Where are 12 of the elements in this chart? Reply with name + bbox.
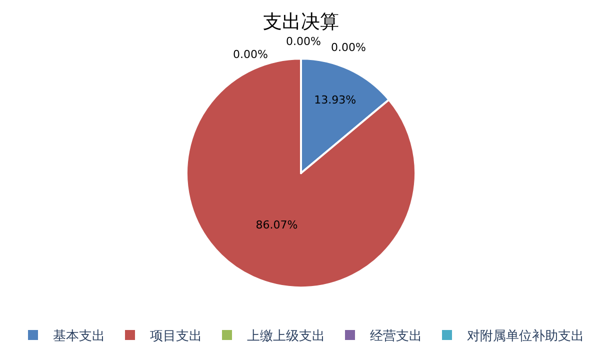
- legend-label: 上缴上级支出: [247, 329, 325, 344]
- chart-title: 支出决算: [263, 10, 339, 33]
- legend-label: 基本支出: [53, 329, 105, 344]
- text: 0.00%: [286, 35, 321, 48]
- legend-label: 项目支出: [150, 329, 202, 344]
- data-label: 86.07%: [256, 218, 298, 232]
- pie-slice: [186, 58, 416, 288]
- legend-label: 经营支出: [370, 329, 422, 344]
- text: 0.00%: [331, 41, 366, 54]
- legend-label: 对附属单位补助支出: [467, 329, 584, 344]
- data-label: 13.93%: [314, 94, 356, 107]
- text: 0.00%: [233, 48, 268, 61]
